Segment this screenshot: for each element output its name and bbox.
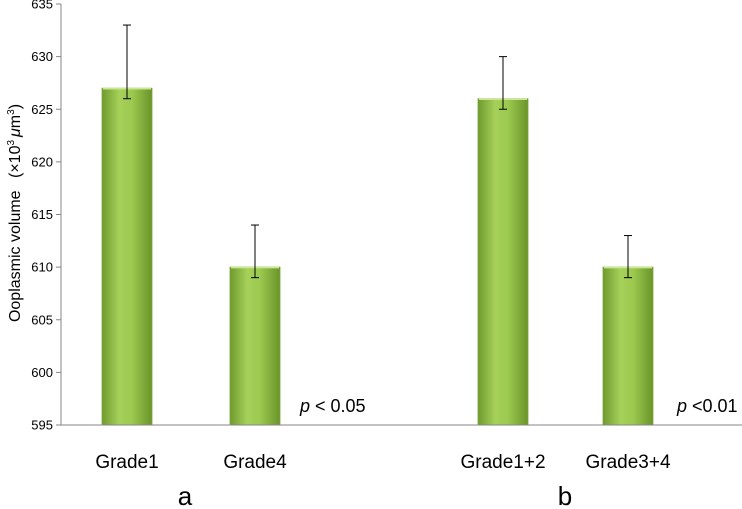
y-axis-label-unit-mu: μ — [7, 128, 24, 138]
bar — [101, 87, 153, 426]
group-label-b: b — [558, 481, 572, 509]
p-value-annotation-a: p < 0.05 — [299, 396, 366, 416]
category-label: Grade1 — [95, 452, 158, 473]
y-tick-label: 610 — [31, 260, 53, 275]
category-label: Grade1+2 — [460, 452, 545, 473]
error-bars — [123, 24, 632, 279]
bar — [602, 266, 654, 426]
y-axis-label-unit-m: m — [7, 115, 24, 128]
y-tick-label: 635 — [31, 0, 53, 12]
svg-text:Ooplasmic volume (×103μm: Ooplasmic volume (×103μm3) — [6, 104, 24, 322]
category-label: Grade3+4 — [585, 452, 670, 473]
bar — [229, 266, 281, 426]
p-value-text-a: < 0.05 — [310, 396, 366, 416]
category-label: Grade4 — [223, 452, 287, 473]
y-axis-label-unit-prefix: (×10 — [7, 145, 24, 178]
y-tick-label: 620 — [31, 154, 53, 169]
bars — [101, 87, 654, 426]
y-tick-label: 595 — [31, 418, 53, 433]
y-tick-label: 605 — [31, 312, 53, 327]
y-axis-label-unit-suffix: ) — [7, 104, 24, 109]
p-value-symbol-a: p — [299, 396, 310, 416]
p-value-annotation-b: p <0.01 — [676, 396, 738, 416]
bar — [477, 98, 529, 426]
y-tick-label: 625 — [31, 102, 53, 117]
p-value-symbol-b: p — [676, 396, 687, 416]
y-tick-label: 600 — [31, 365, 53, 380]
y-axis-label: Ooplasmic volume (×103μm3) — [6, 104, 24, 322]
y-axis-label-unit-exp2: 3 — [6, 109, 17, 115]
category-labels: Grade1 Grade4 Grade1+2 Grade3+4 — [95, 452, 671, 473]
y-axis-ticks: 595 600 605 610 615 620 625 630 635 — [31, 0, 61, 433]
y-tick-label: 630 — [31, 49, 53, 64]
y-axis-label-unit-exp: 3 — [6, 140, 17, 146]
group-label-a: a — [178, 481, 193, 509]
y-axis-label-main: Ooplasmic volume — [7, 190, 24, 322]
y-tick-label: 615 — [31, 207, 53, 222]
p-value-text-b: <0.01 — [687, 396, 738, 416]
